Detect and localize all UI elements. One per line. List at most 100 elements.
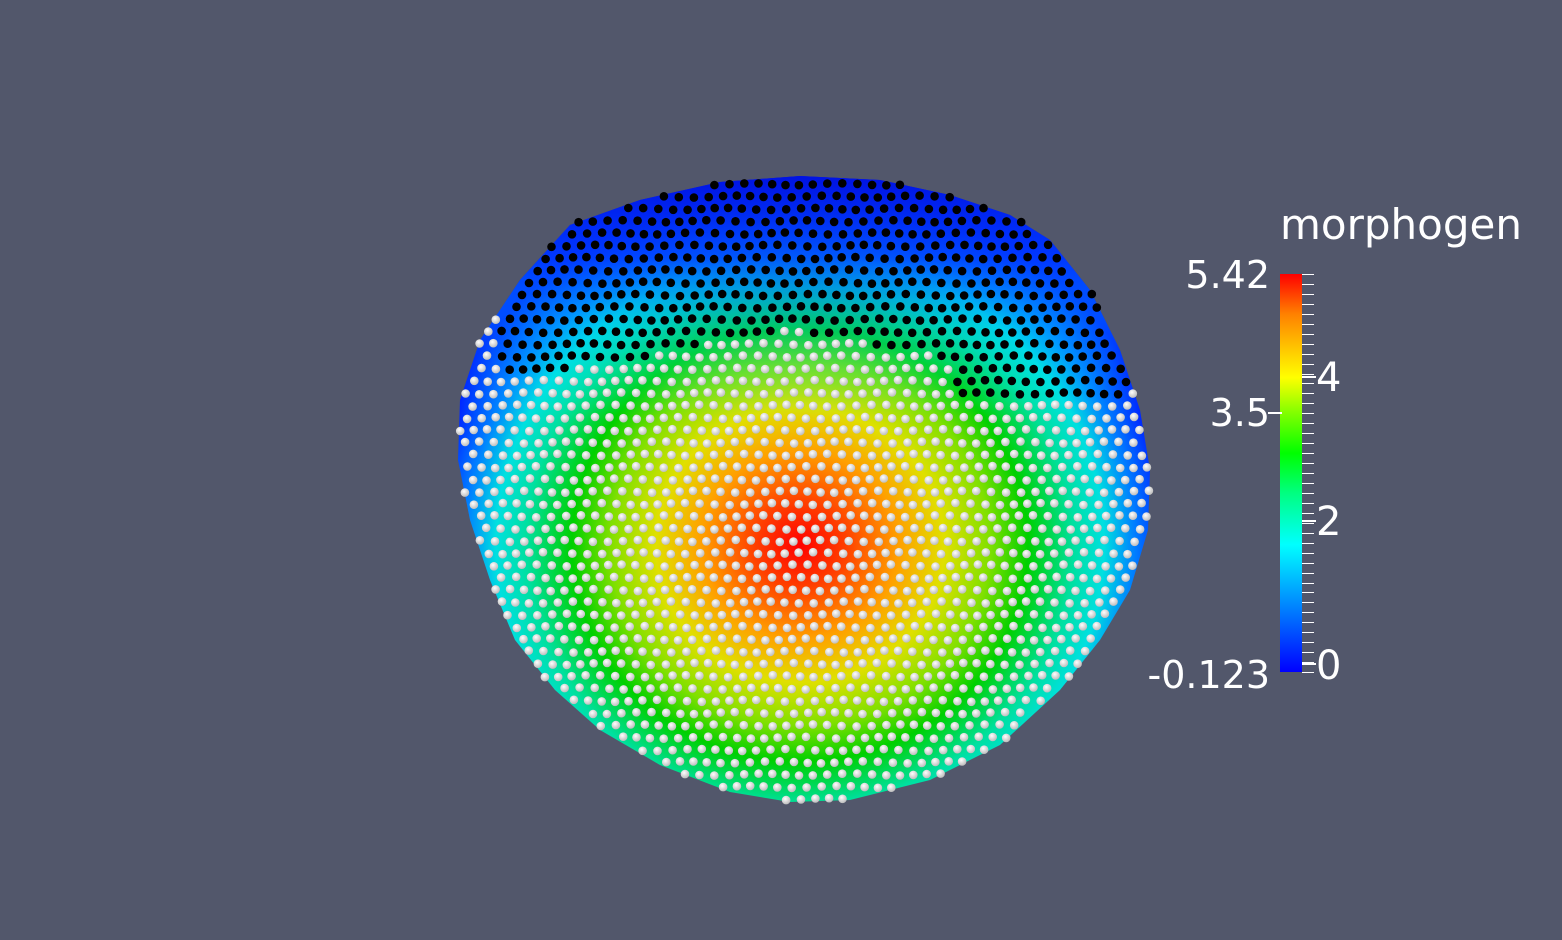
inactive-cell bbox=[830, 363, 840, 373]
inactive-cell bbox=[758, 562, 768, 571]
inactive-cell bbox=[987, 513, 997, 522]
inactive-cell bbox=[896, 622, 905, 631]
inactive-cell bbox=[589, 659, 598, 668]
active-cell bbox=[886, 241, 896, 251]
inactive-cell bbox=[839, 425, 848, 434]
active-cell bbox=[1073, 340, 1083, 350]
inactive-cell bbox=[922, 549, 931, 558]
inactive-cell bbox=[1085, 535, 1095, 545]
active-cell bbox=[881, 279, 890, 288]
active-cell bbox=[740, 179, 749, 188]
inactive-cell bbox=[972, 537, 981, 546]
inactive-cell bbox=[808, 771, 818, 780]
inactive-cell bbox=[738, 376, 748, 386]
inactive-cell bbox=[1052, 474, 1061, 484]
inactive-cell bbox=[761, 537, 770, 546]
inactive-cell bbox=[958, 439, 967, 448]
inactive-cell bbox=[1078, 622, 1088, 631]
inactive-cell bbox=[803, 708, 813, 718]
inactive-cell bbox=[831, 609, 841, 618]
inactive-cell bbox=[901, 414, 910, 424]
inactive-cell bbox=[575, 437, 584, 447]
inactive-cell bbox=[1129, 463, 1138, 473]
active-cell bbox=[1002, 265, 1012, 275]
inactive-cell bbox=[737, 746, 747, 756]
inactive-cell bbox=[789, 340, 798, 350]
inactive-cell bbox=[753, 549, 763, 559]
inactive-cell bbox=[937, 623, 947, 632]
minor-tick bbox=[1302, 612, 1314, 614]
inactive-cell bbox=[974, 462, 983, 472]
active-cell bbox=[725, 328, 735, 338]
inactive-cell bbox=[574, 635, 584, 645]
inactive-cell bbox=[1014, 511, 1024, 520]
inactive-cell bbox=[668, 745, 677, 755]
inactive-cell bbox=[780, 598, 789, 607]
inactive-cell bbox=[625, 599, 634, 608]
active-cell bbox=[794, 228, 803, 238]
active-cell bbox=[497, 352, 507, 361]
active-cell bbox=[853, 278, 863, 288]
inactive-cell bbox=[1042, 412, 1052, 422]
inactive-cell bbox=[619, 364, 628, 374]
inactive-cell bbox=[654, 351, 664, 360]
inactive-cell bbox=[1002, 586, 1012, 596]
minor-tick bbox=[1302, 632, 1314, 634]
inactive-cell bbox=[618, 486, 627, 496]
inactive-cell bbox=[496, 425, 505, 434]
inactive-cell bbox=[604, 585, 613, 594]
inactive-cell bbox=[541, 622, 550, 631]
inactive-cell bbox=[936, 769, 945, 778]
active-cell bbox=[1092, 303, 1102, 312]
inactive-cell bbox=[774, 339, 783, 349]
inactive-cell bbox=[737, 574, 747, 584]
inactive-cell bbox=[866, 647, 876, 656]
active-cell bbox=[802, 266, 811, 276]
inactive-cell bbox=[547, 488, 557, 497]
inactive-cell bbox=[846, 781, 856, 791]
inactive-cell bbox=[569, 523, 578, 532]
active-cell bbox=[654, 204, 663, 214]
inactive-cell bbox=[980, 450, 990, 460]
inactive-cell bbox=[745, 562, 754, 571]
active-cell bbox=[1065, 278, 1074, 288]
active-cell bbox=[938, 205, 948, 215]
inactive-cell bbox=[986, 487, 996, 497]
inactive-cell bbox=[916, 609, 926, 619]
inactive-cell bbox=[775, 537, 785, 547]
inactive-cell bbox=[1085, 437, 1095, 447]
inactive-cell bbox=[873, 783, 883, 793]
active-cell bbox=[646, 339, 655, 349]
inactive-cell bbox=[596, 400, 605, 410]
active-cell bbox=[880, 327, 889, 337]
inactive-cell bbox=[830, 635, 840, 644]
inactive-cell bbox=[817, 660, 827, 669]
active-cell bbox=[851, 303, 860, 313]
inactive-cell bbox=[988, 634, 997, 643]
inactive-cell bbox=[759, 511, 768, 520]
inactive-cell bbox=[887, 388, 897, 397]
active-cell bbox=[625, 278, 635, 287]
active-cell bbox=[958, 365, 968, 375]
inactive-cell bbox=[689, 511, 699, 521]
inactive-cell bbox=[732, 634, 742, 643]
inactive-cell bbox=[780, 377, 789, 386]
active-cell bbox=[775, 266, 784, 276]
inactive-cell bbox=[581, 623, 590, 632]
inactive-cell bbox=[681, 670, 691, 680]
active-cell bbox=[951, 228, 961, 238]
active-cell bbox=[931, 241, 940, 250]
active-cell bbox=[818, 289, 827, 299]
inactive-cell bbox=[1017, 536, 1026, 545]
inactive-cell bbox=[1079, 573, 1088, 583]
inactive-cell bbox=[526, 450, 535, 460]
inactive-cell bbox=[993, 474, 1002, 484]
active-cell bbox=[555, 253, 564, 263]
active-cell bbox=[541, 302, 550, 311]
inactive-cell bbox=[874, 365, 884, 375]
inactive-cell bbox=[1049, 549, 1059, 558]
active-cell bbox=[1080, 375, 1090, 385]
active-cell bbox=[718, 242, 728, 251]
inactive-cell bbox=[1022, 549, 1031, 559]
